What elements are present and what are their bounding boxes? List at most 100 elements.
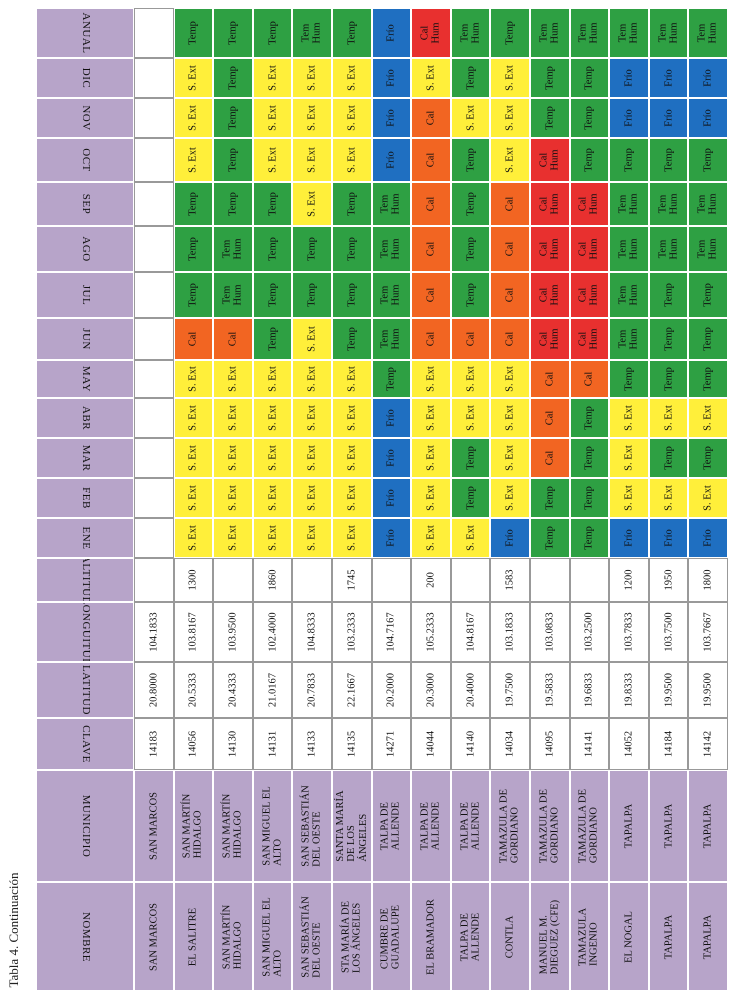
cell-clave-text: 14052 <box>623 730 635 758</box>
header-ago-text: AGO <box>79 236 92 262</box>
cell-clave-text: 14056 <box>187 730 199 758</box>
cell-climate-mar-text: S. Ext <box>623 445 635 471</box>
cell-latitud: 19.7500 <box>490 662 530 718</box>
cell-climate-nov: Frío <box>371 98 412 138</box>
cell-climate-abr-text: S. Ext <box>346 405 358 431</box>
cell-altitud <box>530 558 570 602</box>
cell-climate-sep-text: Tem Hum <box>617 193 640 215</box>
cell-climate-dic-text: S. Ext <box>346 65 358 91</box>
cell-climate-abr: S. Ext <box>213 398 253 438</box>
header-nov: NOV <box>36 98 134 138</box>
cell-climate-nov: Temp <box>213 98 253 138</box>
cell-climate-feb: S. Ext <box>609 478 649 518</box>
cell-clave: 14131 <box>252 718 293 770</box>
cell-climate-ago-text: Tem Hum <box>696 238 720 260</box>
cell-latitud: 20.5333 <box>173 662 214 718</box>
cell-nombre: TAPALPA <box>648 882 689 991</box>
cell-nombre: CUMBRE DE GUADALUPE <box>371 882 412 991</box>
cell-climate-may: Temp <box>688 360 728 398</box>
cell-climate-oct: S. Ext <box>252 138 293 182</box>
cell-nombre-text: TAPALPA <box>702 914 714 959</box>
cell-climate-jul: Temp <box>292 272 332 318</box>
cell-climate-jun-text: Cal <box>187 331 199 347</box>
cell-climate-mar: Temp <box>688 438 728 478</box>
cell-climate-ene-text: S. Ext <box>266 525 278 551</box>
cell-climate-mar-text: S. Ext <box>306 445 318 471</box>
cell-climate-anual-text: Tem Hum <box>300 22 324 44</box>
cell-climate-nov <box>134 98 174 138</box>
cell-climate-jul-text: Temp <box>346 283 358 307</box>
header-abr: ABR <box>36 398 134 438</box>
cell-climate-oct-text: Temp <box>464 148 476 172</box>
cell-municipio: SAN SEBASTIÁN DEL OESTE <box>292 770 332 882</box>
cell-climate-anual: Temp <box>252 8 293 58</box>
cell-climate-feb: Temp <box>450 478 491 518</box>
cell-climate-jun-text: Cal Hum <box>538 328 561 350</box>
cell-longitud-text: 105.2333 <box>425 612 437 652</box>
cell-climate-feb: S. Ext <box>688 478 728 518</box>
cell-clave: 14052 <box>609 718 649 770</box>
header-clave-text: CLAVE <box>79 725 92 763</box>
cell-municipio: TAPALPA <box>609 770 649 882</box>
cell-climate-ago-text: Temp <box>306 237 318 261</box>
cell-climate-ago <box>134 226 174 272</box>
cell-municipio-text: SAN MARCOS <box>148 792 160 860</box>
cell-climate-anual-text: Cal Hum <box>419 22 442 44</box>
cell-climate-nov-text: Cal <box>425 110 437 126</box>
cell-climate-abr-text: S. Ext <box>187 405 199 431</box>
cell-climate-sep: Cal <box>411 182 451 226</box>
cell-clave: 14056 <box>173 718 214 770</box>
header-clave: CLAVE <box>36 718 134 770</box>
header-longuitud-text: LONGUITUD <box>79 602 92 662</box>
cell-climate-abr: S. Ext <box>411 398 451 438</box>
cell-municipio: SANTA MARÍA DE LOS ÁNGELES <box>332 770 372 882</box>
cell-climate-oct: S. Ext <box>490 138 530 182</box>
cell-longitud-text: 103.0833 <box>544 612 556 652</box>
cell-climate-oct: Temp <box>648 138 689 182</box>
cell-climate-dic-text: Frío <box>662 69 674 87</box>
cell-climate-nov-text: Temp <box>583 106 595 130</box>
cell-climate-sep <box>134 182 174 226</box>
cell-climate-sep-text: Cal <box>504 196 516 212</box>
cell-climate-feb: Temp <box>569 478 610 518</box>
cell-latitud: 21.0167 <box>252 662 293 718</box>
cell-climate-ago: Tem Hum <box>213 226 253 272</box>
cell-municipio-text: TAPALPA <box>702 803 714 849</box>
cell-altitud: 1300 <box>173 558 214 602</box>
cell-nombre-text: CUMBRE DE GUADALUPE <box>380 904 403 969</box>
cell-longitud-text: 103.2333 <box>346 612 358 652</box>
cell-climate-feb-text: S. Ext <box>425 485 437 511</box>
cell-climate-jun: Cal <box>490 318 530 360</box>
cell-altitud <box>213 558 253 602</box>
cell-climate-anual <box>134 8 174 58</box>
cell-climate-oct: Temp <box>609 138 649 182</box>
cell-climate-ago: Tem Hum <box>688 226 728 272</box>
cell-climate-feb: S. Ext <box>252 478 293 518</box>
cell-climate-nov: Temp <box>530 98 570 138</box>
cell-climate-dic: Temp <box>569 58 610 98</box>
cell-climate-jun: Cal Hum <box>569 318 610 360</box>
cell-climate-nov-text: Temp <box>544 106 556 130</box>
cell-altitud: 1745 <box>332 558 372 602</box>
cell-climate-jun-text: Tem Hum <box>617 328 640 350</box>
cell-climate-sep: Temp <box>213 182 253 226</box>
cell-longitud: 102.4000 <box>252 602 293 662</box>
cell-climate-sep: Tem Hum <box>371 182 412 226</box>
cell-longitud: 105.2333 <box>411 602 451 662</box>
cell-altitud <box>569 558 610 602</box>
cell-climate-ene: S. Ext <box>292 518 332 558</box>
header-feb: FEB <box>36 478 134 518</box>
cell-longitud: 103.7833 <box>609 602 649 662</box>
cell-latitud: 22.1667 <box>332 662 372 718</box>
cell-nombre-text: MANUEL M. DIEGUEZ (CFE) <box>538 899 561 974</box>
cell-climate-feb-text: S. Ext <box>187 485 199 511</box>
cell-climate-sep: Temp <box>252 182 293 226</box>
cell-clave-text: 14142 <box>702 730 714 758</box>
cell-climate-may-text: S. Ext <box>227 366 239 392</box>
cell-altitud-text: 200 <box>425 572 437 588</box>
cell-climate-ago: Temp <box>173 226 214 272</box>
cell-climate-oct-text: S. Ext <box>266 147 278 173</box>
cell-climate-ene-text: Temp <box>583 526 595 550</box>
cell-climate-jun-text: Cal <box>504 331 516 347</box>
header-oct-text: OCT <box>79 148 92 172</box>
